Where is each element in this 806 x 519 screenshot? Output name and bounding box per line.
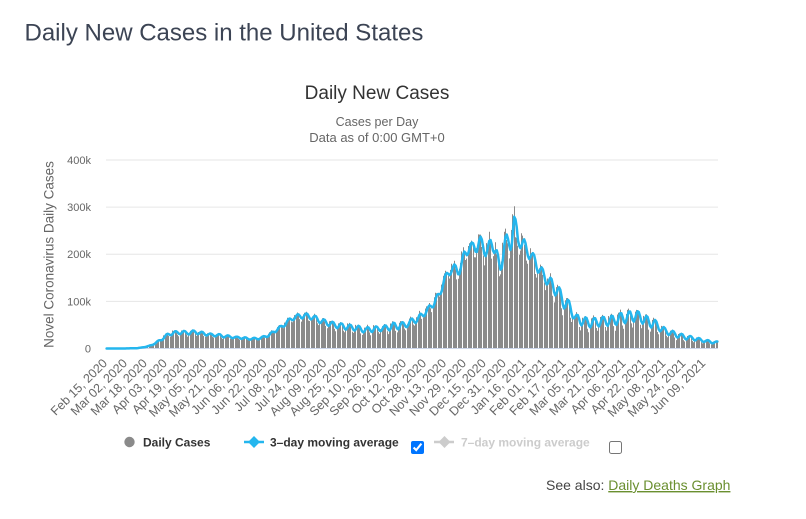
svg-text:Daily New Cases in the United: Daily New Cases in the United States	[25, 20, 424, 47]
svg-text:400k: 400k	[67, 155, 91, 167]
svg-text:0: 0	[85, 344, 91, 356]
svg-text:200k: 200k	[67, 249, 91, 261]
svg-text:Data as of 0:00 GMT+0: Data as of 0:00 GMT+0	[309, 130, 444, 145]
svg-text:100k: 100k	[67, 296, 91, 308]
svg-text:3–day moving average: 3–day moving average	[270, 436, 399, 450]
svg-text:Daily Cases: Daily Cases	[143, 436, 211, 450]
svg-text:300k: 300k	[67, 202, 91, 214]
svg-text:7–day moving average: 7–day moving average	[461, 436, 590, 450]
svg-text:Cases per Day: Cases per Day	[336, 115, 419, 129]
svg-text:Daily New Cases: Daily New Cases	[305, 83, 450, 104]
svg-text:Novel Coronavirus Daily Cases: Novel Coronavirus Daily Cases	[42, 161, 57, 348]
svg-text:See also: Daily Deaths Graph: See also: Daily Deaths Graph	[546, 477, 730, 493]
